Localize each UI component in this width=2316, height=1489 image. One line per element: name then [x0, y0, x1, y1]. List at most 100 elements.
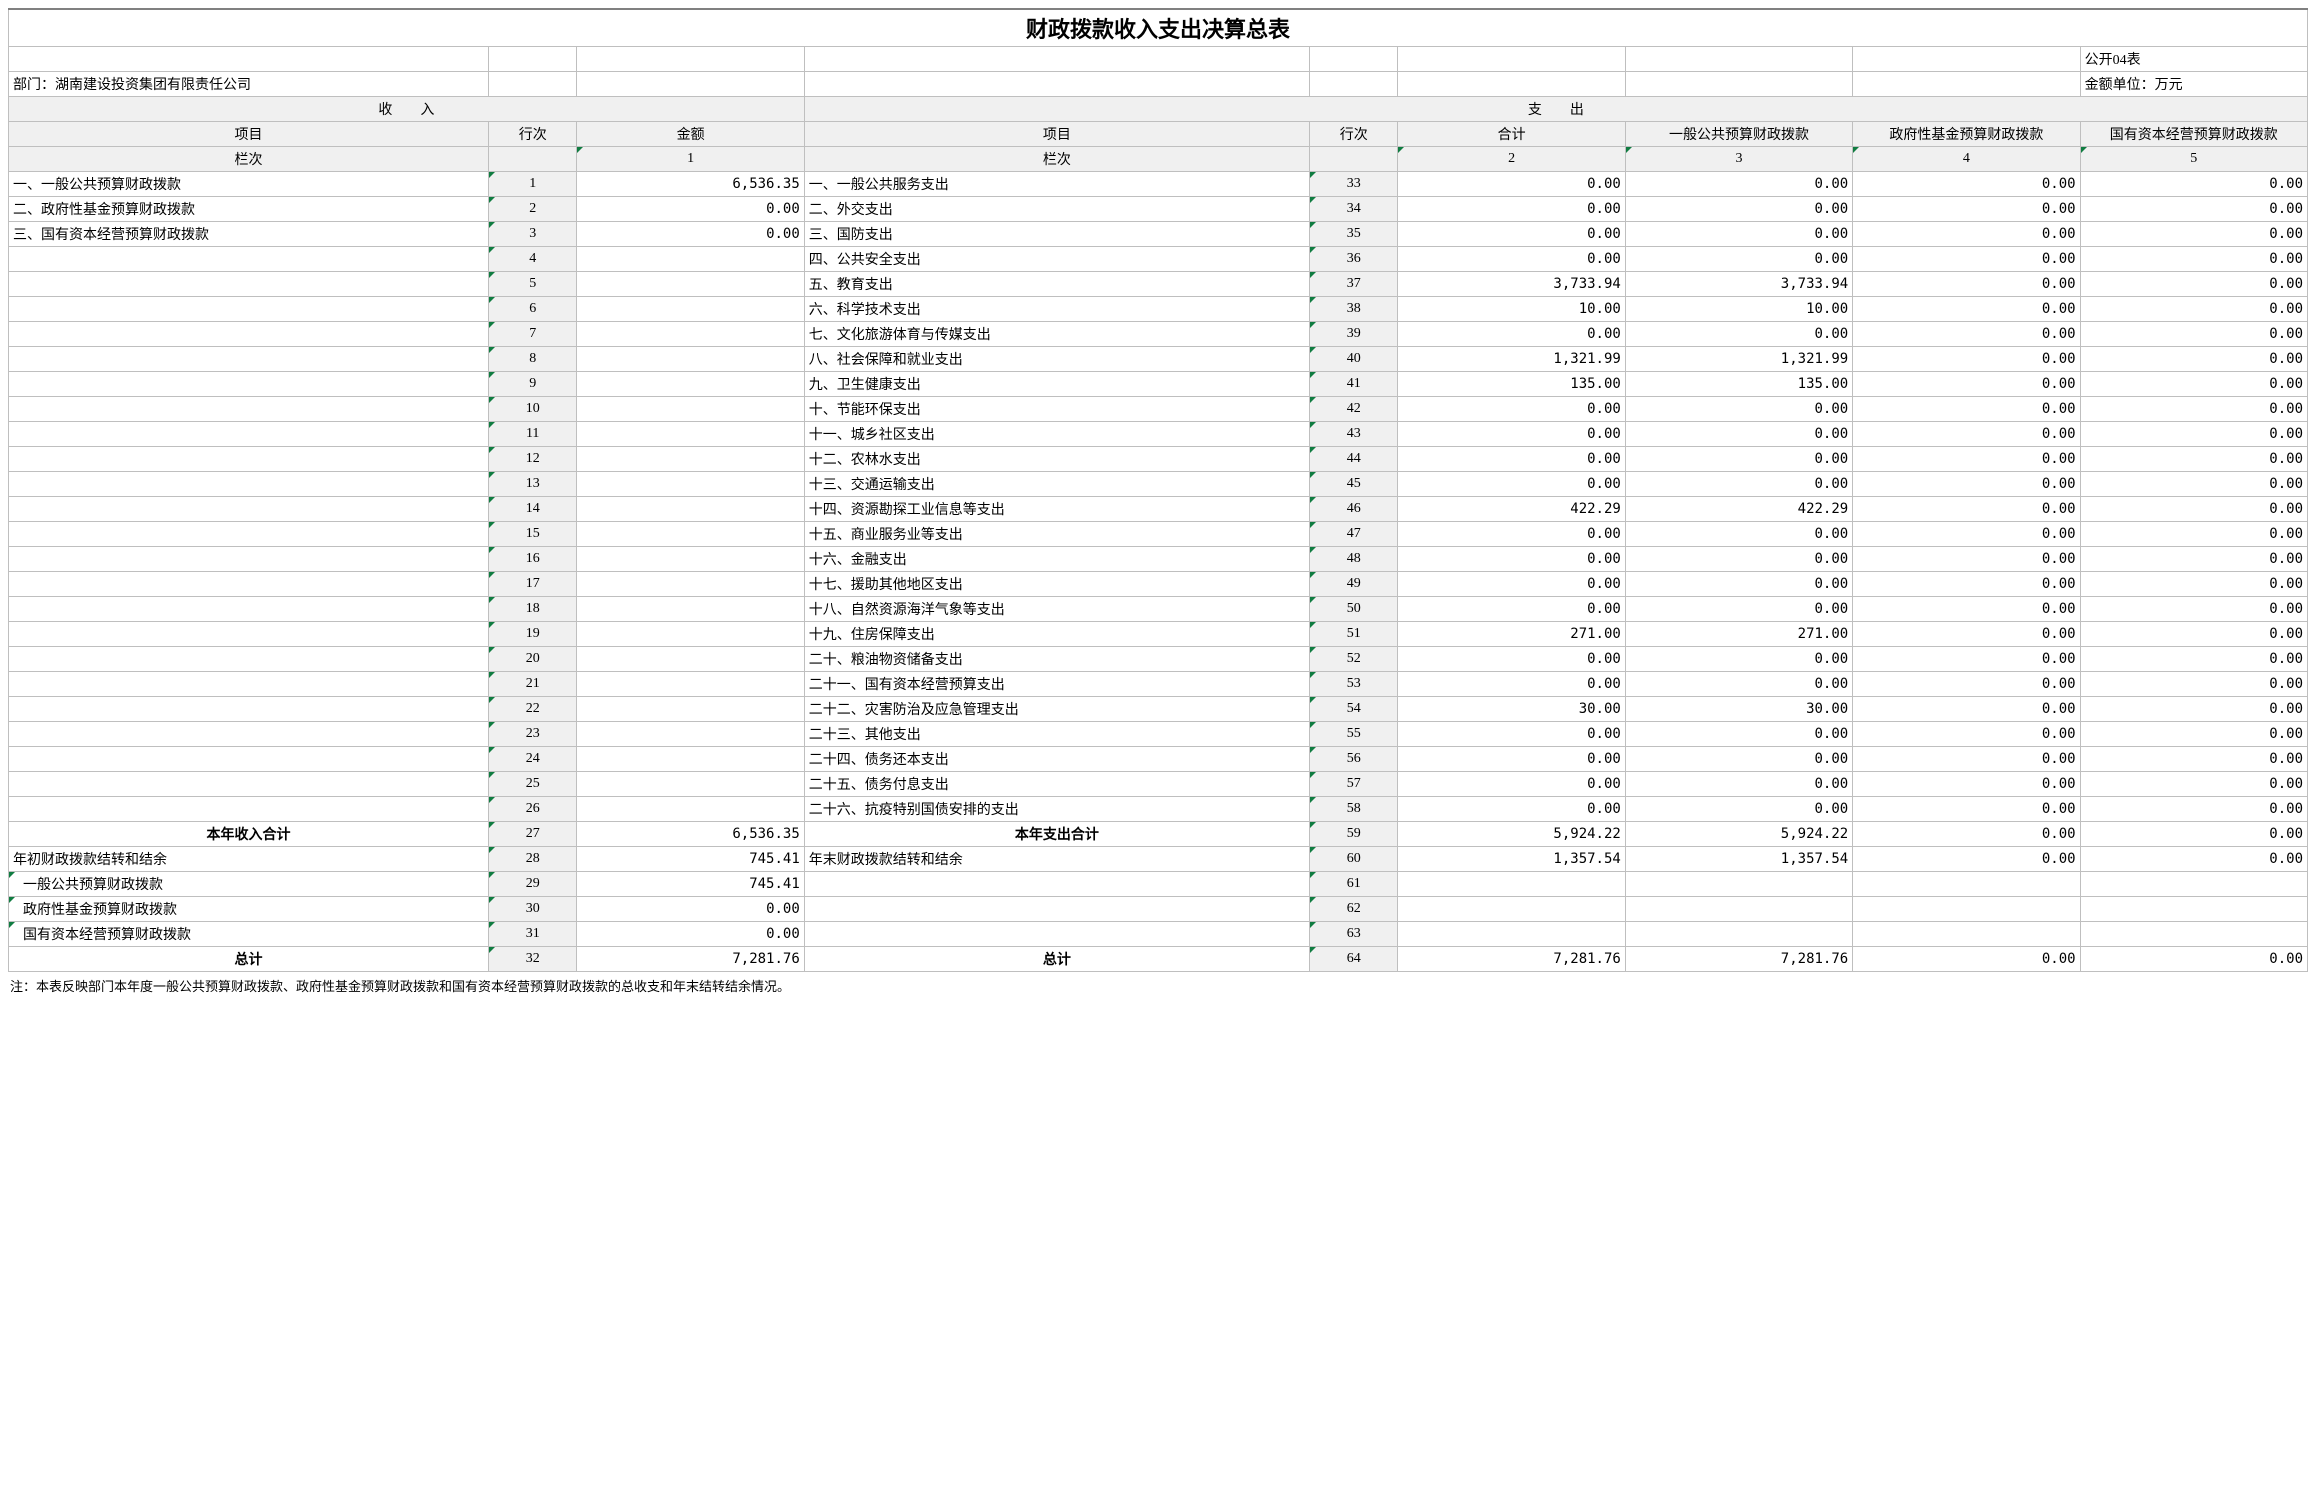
expense-item: 二十三、其他支出	[804, 722, 1309, 747]
rownum-r: 38	[1310, 297, 1398, 322]
hdr-row-l: 行次	[489, 122, 577, 147]
dept-label: 部门：湖南建设投资集团有限责任公司	[9, 72, 489, 97]
table-cell: 0.00	[1398, 397, 1625, 422]
table-cell: 0.00	[1853, 497, 2080, 522]
rownum-r: 55	[1310, 722, 1398, 747]
rownum-l: 1	[489, 172, 577, 197]
rownum-l: 6	[489, 297, 577, 322]
income-amt	[577, 297, 804, 322]
expense-item: 九、卫生健康支出	[804, 372, 1309, 397]
income-item	[9, 347, 489, 372]
table-cell: 422.29	[1625, 497, 1852, 522]
table-cell: 0.00	[2080, 272, 2307, 297]
table-cell: 0.00	[1398, 247, 1625, 272]
expense-item: 十五、商业服务业等支出	[804, 522, 1309, 547]
table-cell: 0.00	[2080, 372, 2307, 397]
rownum-r: 51	[1310, 622, 1398, 647]
table-cell: 1,357.54	[1625, 847, 1852, 872]
expense-item: 一、一般公共服务支出	[804, 172, 1309, 197]
section-income: 收 入	[9, 97, 805, 122]
table-cell: 0.00	[2080, 472, 2307, 497]
detail-label: 国有资本经营预算财政拨款	[9, 922, 489, 947]
table-cell: 0.00	[1398, 197, 1625, 222]
expense-item: 二十六、抗疫特别国债安排的支出	[804, 797, 1309, 822]
rownum-l: 9	[489, 372, 577, 397]
table-cell: 0.00	[2080, 422, 2307, 447]
table-cell: 0.00	[1853, 747, 2080, 772]
table-cell: 0.00	[2080, 197, 2307, 222]
rownum-l: 25	[489, 772, 577, 797]
table-cell: 0.00	[1398, 522, 1625, 547]
income-amt	[577, 322, 804, 347]
table-cell: 0.00	[1853, 722, 2080, 747]
table-cell: 0.00	[1853, 572, 2080, 597]
income-amt	[577, 622, 804, 647]
table-cell: 0.00	[1625, 672, 1852, 697]
table-cell: 0.00	[1853, 347, 2080, 372]
income-amt	[577, 797, 804, 822]
income-amt	[577, 547, 804, 572]
rownum-r: 33	[1310, 172, 1398, 197]
rownum-r: 49	[1310, 572, 1398, 597]
hdr-c2: 政府性基金预算财政拨款	[1853, 122, 2080, 147]
table-cell: 0.00	[1853, 797, 2080, 822]
expense-item: 二十一、国有资本经营预算支出	[804, 672, 1309, 697]
rownum-r: 54	[1310, 697, 1398, 722]
expense-item: 十九、住房保障支出	[804, 622, 1309, 647]
rownum-r: 62	[1310, 897, 1398, 922]
table-title: 财政拨款收入支出决算总表	[9, 9, 2308, 47]
income-item	[9, 497, 489, 522]
table-cell: 0.00	[1625, 447, 1852, 472]
income-item	[9, 672, 489, 697]
expense-item: 十八、自然资源海洋气象等支出	[804, 597, 1309, 622]
income-item	[9, 322, 489, 347]
table-cell: 0.00	[1853, 472, 2080, 497]
table-cell: 271.00	[1398, 622, 1625, 647]
table-cell: 0.00	[1625, 772, 1852, 797]
colnum-3: 3	[1625, 147, 1852, 172]
hdr-c3: 国有资本经营预算财政拨款	[2080, 122, 2307, 147]
rownum-r: 37	[1310, 272, 1398, 297]
income-amt	[577, 522, 804, 547]
hdr-item-l: 项目	[9, 122, 489, 147]
expense-item: 十、节能环保支出	[804, 397, 1309, 422]
table-cell: 3,733.94	[1625, 272, 1852, 297]
table-cell: 30.00	[1625, 697, 1852, 722]
table-cell: 0.00	[1625, 522, 1852, 547]
table-cell: 0.00	[1853, 597, 2080, 622]
income-amt	[577, 722, 804, 747]
income-item	[9, 722, 489, 747]
rownum-r: 39	[1310, 322, 1398, 347]
table-cell: 0.00	[1853, 372, 2080, 397]
carry-in-label: 年初财政拨款结转和结余	[9, 847, 489, 872]
rownum-l: 24	[489, 747, 577, 772]
rownum-r: 42	[1310, 397, 1398, 422]
income-item	[9, 597, 489, 622]
table-cell: 0.00	[2080, 822, 2307, 847]
expense-item: 五、教育支出	[804, 272, 1309, 297]
table-cell: 0.00	[1853, 622, 2080, 647]
rownum-r: 44	[1310, 447, 1398, 472]
table-cell	[1398, 897, 1625, 922]
income-item	[9, 647, 489, 672]
expense-item: 四、公共安全支出	[804, 247, 1309, 272]
income-amt	[577, 447, 804, 472]
table-cell	[1625, 922, 1852, 947]
table-cell: 0.00	[2080, 597, 2307, 622]
income-item	[9, 522, 489, 547]
section-expense: 支 出	[804, 97, 2307, 122]
rownum-r: 47	[1310, 522, 1398, 547]
rownum-l: 19	[489, 622, 577, 647]
table-cell	[1398, 872, 1625, 897]
rownum-l: 7	[489, 322, 577, 347]
table-cell: 0.00	[2080, 497, 2307, 522]
table-cell: 0.00	[1853, 447, 2080, 472]
income-item	[9, 297, 489, 322]
table-cell: 0.00	[1853, 822, 2080, 847]
carry-out-label: 年末财政拨款结转和结余	[804, 847, 1309, 872]
table-cell: 422.29	[1398, 497, 1625, 522]
table-cell: 0.00	[2080, 947, 2307, 972]
table-cell: 0.00	[1625, 722, 1852, 747]
rownum-r: 61	[1310, 872, 1398, 897]
rownum-r: 57	[1310, 772, 1398, 797]
